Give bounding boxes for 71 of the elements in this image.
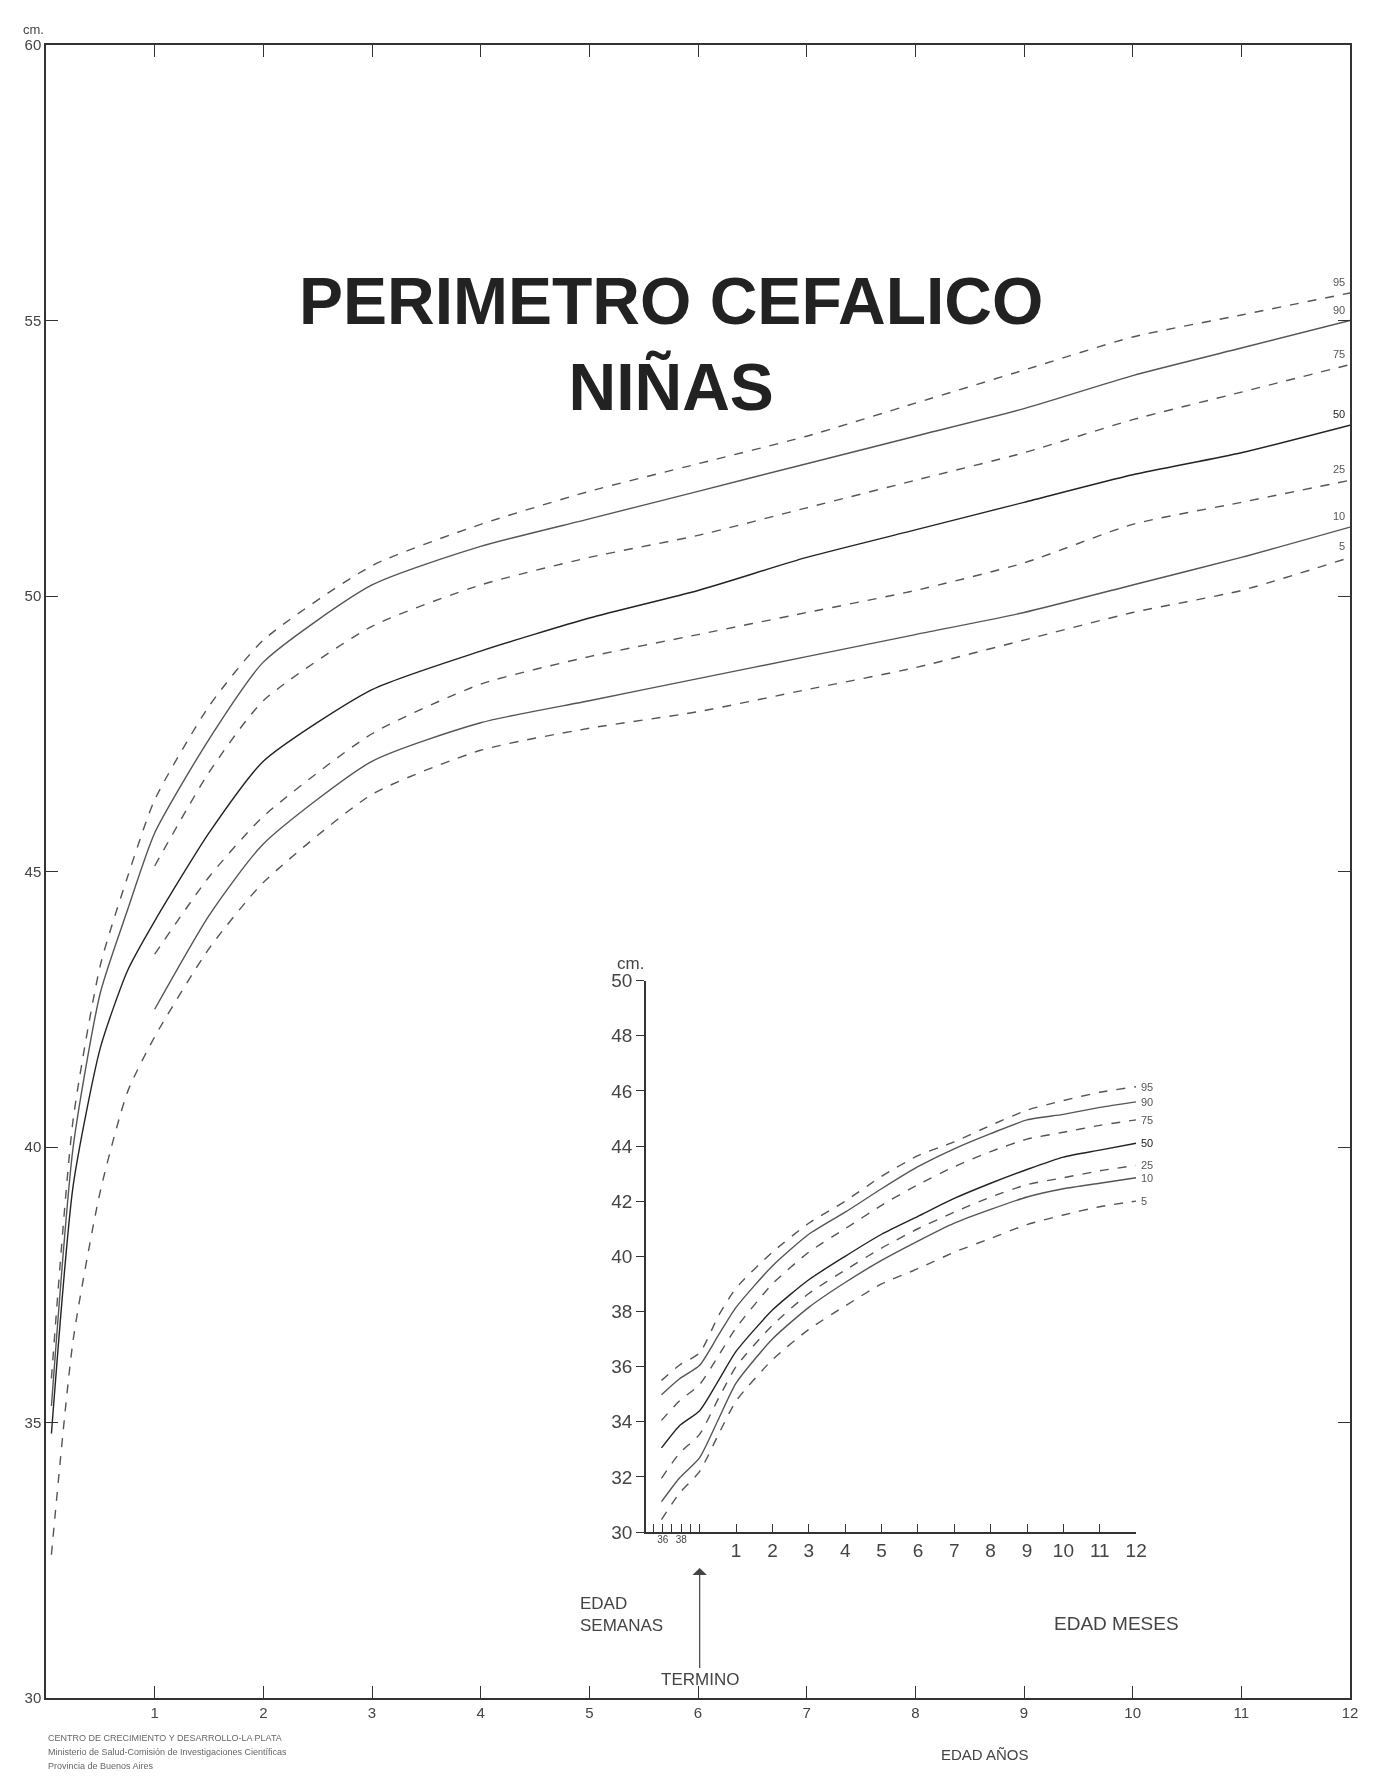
y-axis-title: cm. bbox=[23, 22, 44, 37]
y-tick-label: 60 bbox=[24, 36, 42, 54]
series-label: 50 bbox=[1333, 408, 1346, 420]
y-tick-label: 38 bbox=[611, 1301, 633, 1323]
series-label: 50 bbox=[1141, 1137, 1154, 1149]
x-tick-label: 6 bbox=[693, 1703, 703, 1721]
series-label: 10 bbox=[1141, 1172, 1154, 1184]
y-tick-label: 40 bbox=[24, 1138, 42, 1156]
y-tick-label: 40 bbox=[611, 1245, 633, 1267]
x-tick-label: 10 bbox=[1052, 1539, 1074, 1561]
series-label: 5 bbox=[1339, 540, 1346, 552]
y-tick-label: 48 bbox=[611, 1025, 633, 1047]
x-tick-label: 4 bbox=[476, 1703, 485, 1721]
x-tick-label: 3 bbox=[367, 1703, 377, 1721]
y-tick-label: 45 bbox=[24, 862, 42, 880]
x-tick-label: 9 bbox=[1019, 1703, 1029, 1721]
x-tick-label: 7 bbox=[802, 1703, 811, 1721]
x-axis-title: EDAD MESES bbox=[1054, 1613, 1179, 1634]
y-tick-label: 30 bbox=[611, 1521, 633, 1543]
series-label: 25 bbox=[1333, 463, 1346, 475]
x-tick-label: 8 bbox=[985, 1539, 996, 1561]
x2-tick-label: 38 bbox=[675, 1534, 688, 1546]
x-tick-label: 8 bbox=[911, 1703, 920, 1721]
line-series bbox=[153, 526, 1350, 1010]
x-tick-label: 10 bbox=[1124, 1703, 1142, 1721]
series-label: 5 bbox=[1141, 1195, 1148, 1207]
x-tick-label: 4 bbox=[839, 1539, 851, 1561]
series-label: 75 bbox=[1141, 1114, 1154, 1126]
y-tick-label: 42 bbox=[611, 1190, 633, 1212]
line-series bbox=[153, 479, 1350, 955]
x-tick-label: 11 bbox=[1233, 1703, 1250, 1721]
y-tick-label: 50 bbox=[611, 970, 633, 992]
text: PERIMETRO CEFALICO NIÑAS bbox=[299, 264, 1044, 424]
line-series bbox=[660, 1142, 1137, 1449]
x-tick-label: 5 bbox=[585, 1703, 594, 1721]
y-tick-label: 50 bbox=[24, 587, 42, 605]
x-tick-label: 1 bbox=[730, 1539, 742, 1561]
annotation: TERMINO bbox=[661, 1670, 740, 1689]
annotation: EDAD SEMANAS bbox=[580, 1594, 664, 1636]
y-tick-label: 35 bbox=[24, 1413, 42, 1431]
y-tick-label: 30 bbox=[24, 1689, 42, 1707]
series-label: 75 bbox=[1333, 348, 1346, 360]
x2-tick-label: 36 bbox=[657, 1534, 669, 1546]
series-label: 90 bbox=[1141, 1096, 1154, 1108]
x-tick-label: 7 bbox=[948, 1539, 960, 1561]
series-label: 95 bbox=[1141, 1081, 1154, 1093]
x-tick-label: 9 bbox=[1021, 1539, 1033, 1561]
text: CENTRO DE CRECIMIENTO Y DESARROLLO-LA PLATA bbox=[48, 1733, 282, 1743]
x-axis-title: EDAD AÑOS bbox=[941, 1746, 1029, 1763]
x-tick-label: 12 bbox=[1341, 1703, 1359, 1721]
y-axis-title: cm. bbox=[617, 954, 645, 973]
x-tick-label: 11 bbox=[1089, 1539, 1110, 1561]
x-tick-label: 1 bbox=[150, 1703, 159, 1721]
text: Provincia de Buenos Aires bbox=[48, 1761, 154, 1771]
series-label: 25 bbox=[1141, 1159, 1154, 1171]
series-label: 90 bbox=[1333, 304, 1346, 316]
series-label: 95 bbox=[1333, 276, 1346, 288]
y-tick-label: 55 bbox=[24, 311, 42, 329]
x-tick-label: 5 bbox=[876, 1539, 887, 1561]
y-tick-label: 32 bbox=[611, 1466, 633, 1488]
y-tick-label: 34 bbox=[611, 1411, 633, 1433]
series-label: 10 bbox=[1333, 510, 1346, 522]
x-tick-label: 2 bbox=[259, 1703, 268, 1721]
y-tick-label: 44 bbox=[611, 1135, 633, 1157]
y-tick-label: 46 bbox=[611, 1080, 633, 1102]
x-tick-label: 12 bbox=[1125, 1539, 1147, 1561]
text: Ministerio de Salud-Comisión de Investigaciones Científicas bbox=[48, 1747, 288, 1757]
x-tick-label: 2 bbox=[767, 1539, 778, 1561]
x-tick-label: 6 bbox=[912, 1539, 924, 1561]
y-tick-label: 36 bbox=[611, 1356, 633, 1378]
x-tick-label: 3 bbox=[803, 1539, 815, 1561]
